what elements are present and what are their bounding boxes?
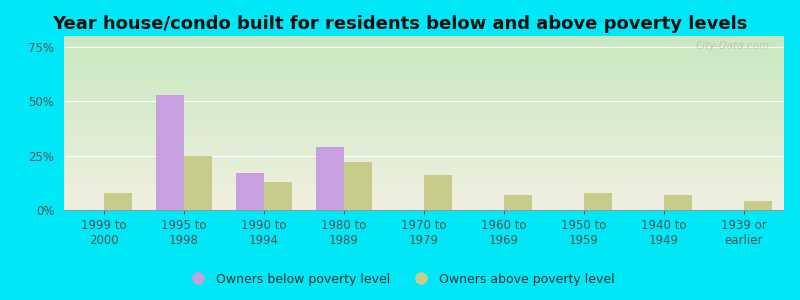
Bar <box>744 201 772 210</box>
Text: Year house/condo built for residents below and above poverty levels: Year house/condo built for residents bel… <box>52 15 748 33</box>
Bar <box>156 95 184 210</box>
Bar <box>104 193 132 210</box>
Text: City-Data.com: City-Data.com <box>695 41 770 51</box>
Bar <box>344 162 372 210</box>
Bar <box>664 195 692 210</box>
Legend: Owners below poverty level, Owners above poverty level: Owners below poverty level, Owners above… <box>181 268 619 291</box>
Bar <box>184 156 212 210</box>
Bar <box>236 173 264 210</box>
Bar <box>584 193 612 210</box>
Bar <box>424 175 452 210</box>
Bar <box>504 195 532 210</box>
Bar <box>264 182 292 210</box>
Bar <box>316 147 344 210</box>
